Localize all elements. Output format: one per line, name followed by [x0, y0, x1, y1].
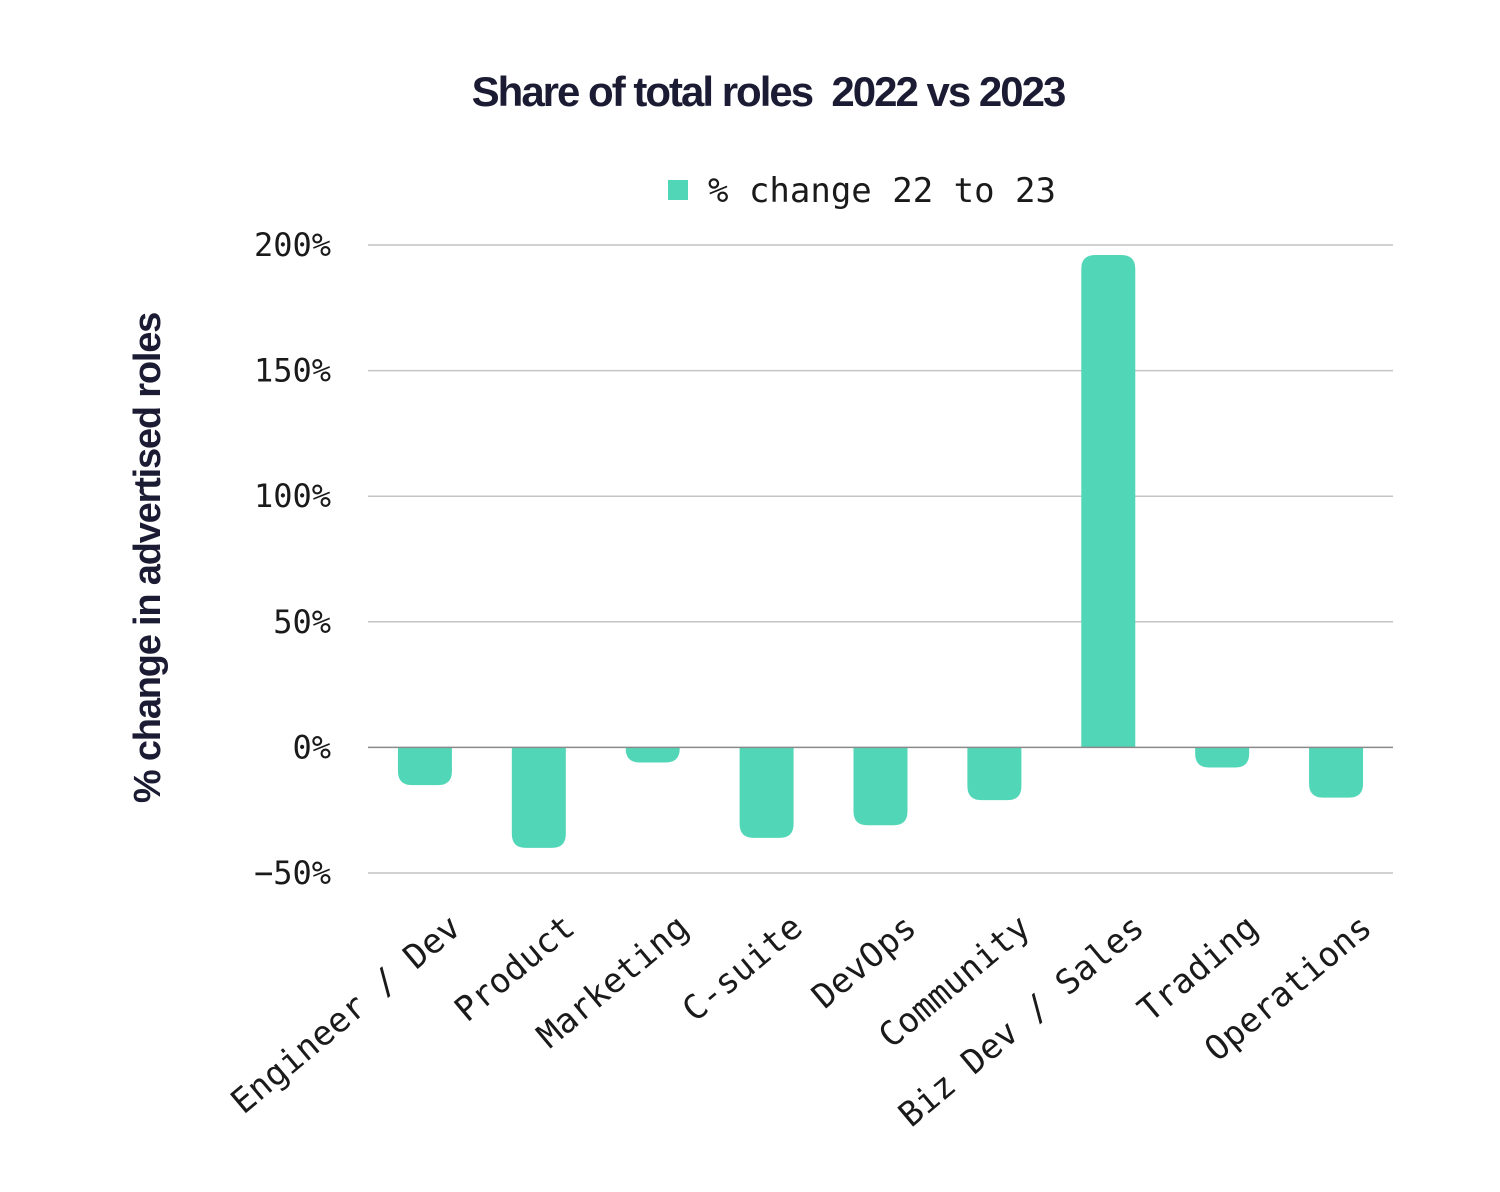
x-axis-ticks: Engineer / DevProductMarketingC-suiteDev… [223, 907, 1379, 1135]
legend: % change 22 to 23 [668, 171, 1056, 211]
bar [1195, 747, 1250, 768]
y-tick-label: 100% [254, 477, 331, 515]
y-axis-ticks: 200% 150% 100% 50% 0% −50% [254, 226, 331, 892]
y-tick-label: 150% [254, 352, 331, 390]
legend-swatch [668, 180, 688, 200]
y-tick-label: 50% [273, 603, 331, 641]
x-tick-label: C-suite [675, 907, 810, 1030]
bar [967, 747, 1022, 801]
y-axis-title: % change in advertised roles [127, 313, 169, 803]
bar [625, 747, 680, 763]
x-tick-label: Engineer / Dev [223, 907, 468, 1122]
y-tick-label: 200% [254, 226, 331, 264]
y-tick-label: −50% [254, 854, 331, 892]
bar [511, 747, 566, 848]
y-tick-label: 0% [292, 728, 331, 766]
bar [397, 747, 452, 786]
legend-label: % change 22 to 23 [708, 171, 1056, 211]
grid-lines [368, 244, 1393, 874]
bar [1309, 747, 1364, 798]
bar [1081, 255, 1136, 748]
chart-title: Share of total roles 2022 vs 2023 [472, 68, 1065, 115]
bars [397, 255, 1364, 848]
bar [739, 747, 794, 838]
bar [853, 747, 908, 826]
